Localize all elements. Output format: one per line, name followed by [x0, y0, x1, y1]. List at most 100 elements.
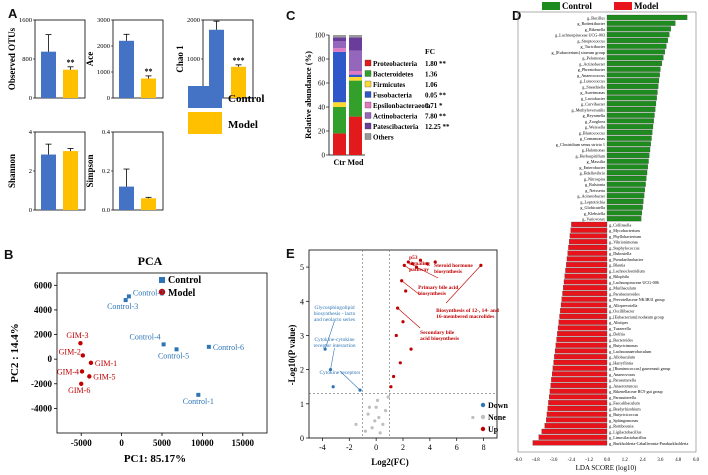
panel-label-e: E: [286, 246, 295, 261]
lda-taxon-label: g_Parasutterella: [609, 395, 636, 400]
volcano-point-none: [363, 429, 367, 433]
volcano-point-down: [331, 385, 335, 389]
legend-swatch: [364, 112, 372, 119]
lda-bars: g_Bacillusg_Rodentibacterg_Rikenellag_La…: [532, 14, 688, 446]
lda-legend-control-label: Control: [562, 1, 592, 11]
volcano-point-up: [410, 262, 414, 266]
pca-x-axis-label: PC1: 85.17%: [124, 453, 186, 465]
abundance-y-axis-label: Relative abundance (%): [303, 51, 313, 139]
significance-marker: **: [145, 67, 153, 76]
lda-taxon-label: g_Enterobacter: [579, 165, 605, 170]
y-tick-label: -4000: [31, 403, 52, 413]
volcano-annotations: p53 signaling pathway Steroid hormone biosyn…: [313, 255, 499, 391]
lda-taxon-label: g_Weissella: [585, 125, 605, 130]
lda-taxon-label: g_Pseudarthrobacter: [609, 257, 644, 262]
pca-legend-control-label: Control: [168, 275, 201, 286]
lda-taxon-label: g_Methyloversatilis: [572, 107, 606, 112]
legend-label: Firmicutes: [373, 81, 406, 89]
pca-point-label: Control-1: [183, 397, 214, 406]
lda-bar-model: [562, 290, 608, 296]
annotation-arrow: [397, 307, 421, 329]
lda-bar-model: [566, 256, 608, 262]
pca-point-label: Control-6: [213, 343, 244, 352]
volcano-point-none: [367, 405, 372, 409]
volcano-point-none: [375, 398, 380, 402]
lda-taxon-label: g_Parabacteroides: [609, 291, 640, 296]
volcano-point-up: [409, 347, 413, 351]
abundance-stacked-bars: [333, 35, 362, 155]
lda-bar-model: [552, 365, 608, 371]
x-tick-label: 10000: [191, 438, 214, 448]
lda-taxon-label: g_Nitrospira: [584, 176, 605, 181]
volcano-annotation: Biosynthesis of 12-, 14- and 16-membered …: [436, 308, 499, 320]
y-tick-label: 1600: [19, 17, 32, 24]
pca-legend-model-marker: [158, 288, 166, 296]
x-tick-label: 2.4: [640, 458, 647, 463]
alpha-chart-shannon: 0 2 4 Shannon: [7, 129, 86, 214]
pca-point-label: Control-3: [107, 302, 138, 311]
x-tick-label: 4: [428, 443, 432, 452]
lda-bar-control: [606, 106, 656, 112]
lda-bar-control: [606, 181, 646, 187]
alpha-chart-chao-1: 010002000Chao 1***: [175, 17, 254, 102]
lda-bar-control: [606, 147, 651, 153]
lda-taxon-label: g_Dubosiella: [609, 251, 631, 256]
pca-legend: Control Model: [158, 275, 201, 299]
stack-segment-proteobacteria: [333, 133, 346, 155]
volcano-annotation: Glycosphingolipid biosynthesis - lacto and…: [314, 305, 356, 323]
legend-swatch: [364, 101, 372, 109]
x-tick-label: 6: [455, 443, 459, 452]
lda-bar-control: [606, 78, 660, 84]
bar-model: [231, 66, 246, 98]
annotation-arrow: [404, 265, 412, 271]
panel-label-a: A: [8, 6, 18, 21]
bar-control: [41, 51, 56, 98]
stack-segment-firmicutes: [333, 102, 346, 107]
legend-label: Bacteroidetes: [373, 71, 414, 79]
lda-taxon-label: g_Globicatella: [580, 205, 605, 210]
panel-label-b: B: [4, 247, 14, 262]
lda-taxon-label: g_Faecalibaculum: [609, 401, 640, 406]
y-tick-label: 3000: [97, 17, 110, 24]
x-tick-label: 2: [401, 443, 405, 452]
stack-segment-epsilonbacteraeota: [349, 71, 362, 75]
x-tick-label: 0: [119, 438, 124, 448]
annotation-arrow: [401, 280, 421, 296]
lda-bar-control: [606, 175, 647, 181]
lda-legend-model-swatch: [614, 2, 632, 10]
y-tick-label: 1000: [97, 69, 110, 76]
lda-taxon-label: g_Bdellovibrio: [580, 171, 605, 176]
y-tick-label: 40: [318, 104, 326, 112]
lda-bar-model: [568, 244, 608, 250]
lda-taxon-label: g_Alloprevotella: [609, 303, 638, 308]
volcano-point-up: [425, 262, 429, 266]
volcano-point-up: [398, 361, 402, 365]
volcano-legend-marker: [480, 414, 486, 420]
x-tick-label: 1.2: [622, 458, 629, 463]
bar-control: [119, 186, 134, 210]
lda-taxon-label: g_Leptotrichia: [580, 199, 605, 204]
stack-segment-proteobacteria: [349, 116, 362, 155]
panel-b-pca: PCA 6000 4000 2000 0 -2000 -4000 -5000 0 5000 10…: [9, 254, 268, 465]
lda-bar-control: [606, 135, 652, 141]
lda-bar-model: [561, 296, 608, 302]
lda-bar-control: [606, 101, 657, 107]
pca-point-label: GIM-4: [57, 367, 79, 376]
pca-point-model: [78, 340, 83, 346]
legend-swatch: [364, 91, 372, 98]
volcano-legend-label: Down: [488, 401, 509, 410]
lda-taxon-label: g_Streptococcus: [577, 38, 605, 43]
lda-bar-control: [606, 95, 657, 101]
y-tick-label: 80: [318, 56, 326, 64]
lda-bar-model: [546, 417, 608, 423]
lda-bar-control: [606, 216, 642, 222]
lda-taxon-label: g_Blastococcus: [579, 130, 606, 135]
pca-points: Control-2 Control-3 Control-4 Control-6 Cont…: [57, 288, 244, 405]
lda-taxon-label: g_Delftia: [609, 332, 625, 337]
annotation-arrow: [416, 266, 439, 279]
lda-bar-control: [606, 187, 645, 193]
significance-marker: **: [67, 58, 75, 67]
lda-taxon-label: g_Luteococcus: [580, 79, 606, 84]
stack-segment-bacteroidetes: [333, 107, 346, 134]
